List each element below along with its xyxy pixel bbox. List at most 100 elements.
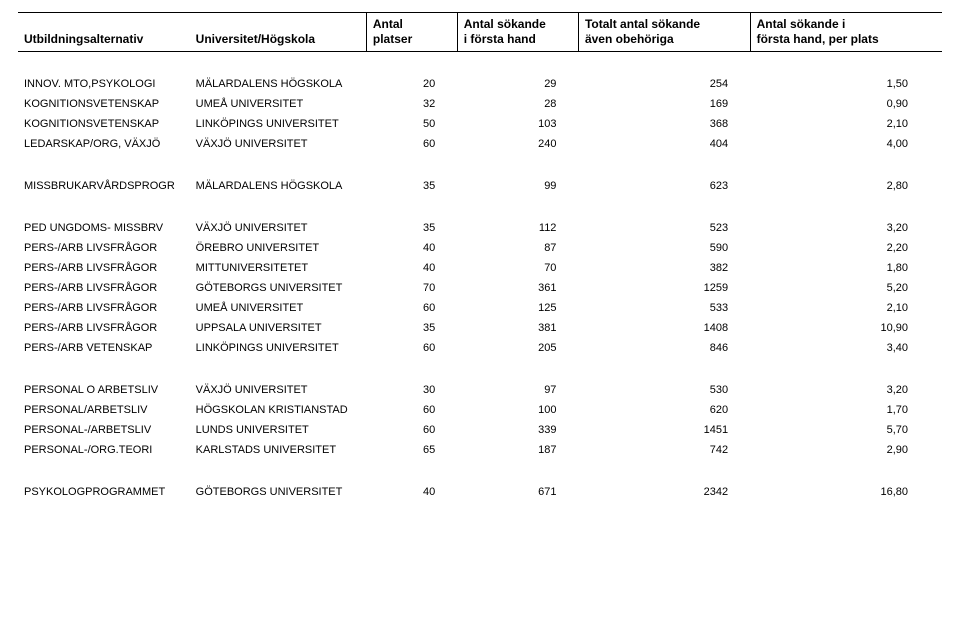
cell-sokandeTot: 523 bbox=[578, 218, 750, 238]
table-row: PERS-/ARB LIVSFRÅGORÖREBRO UNIVERSITET40… bbox=[18, 238, 942, 258]
cell-platser: 40 bbox=[366, 238, 457, 258]
cell-perPlats: 3,40 bbox=[750, 338, 942, 358]
table-row: MISSBRUKARVÅRDSPROGRMÄLARDALENS HÖGSKOLA… bbox=[18, 176, 942, 196]
cell-perPlats: 2,10 bbox=[750, 114, 942, 134]
cell-prog: PERSONAL-/ORG.TEORI bbox=[18, 440, 190, 460]
table-row: PERS-/ARB LIVSFRÅGORMITTUNIVERSITETET407… bbox=[18, 258, 942, 278]
cell-uni: LUNDS UNIVERSITET bbox=[190, 420, 367, 440]
cell-prog: INNOV. MTO,PSYKOLOGI bbox=[18, 74, 190, 94]
cell-sokande1: 187 bbox=[457, 440, 578, 460]
cell-sokandeTot: 1259 bbox=[578, 278, 750, 298]
table-row: PERS-/ARB LIVSFRÅGORGÖTEBORGS UNIVERSITE… bbox=[18, 278, 942, 298]
data-table: Utbildningsalternativ Universitet/Högsko… bbox=[18, 12, 942, 502]
cell-sokande1: 240 bbox=[457, 134, 578, 154]
cell-prog: PERS-/ARB VETENSKAP bbox=[18, 338, 190, 358]
header-sokande-forsta: Antal sökandei första hand bbox=[457, 13, 578, 52]
cell-perPlats: 2,10 bbox=[750, 298, 942, 318]
cell-prog: PERS-/ARB LIVSFRÅGOR bbox=[18, 258, 190, 278]
table-row: KOGNITIONSVETENSKAPLINKÖPINGS UNIVERSITE… bbox=[18, 114, 942, 134]
cell-sokande1: 339 bbox=[457, 420, 578, 440]
cell-perPlats: 1,80 bbox=[750, 258, 942, 278]
cell-sokandeTot: 254 bbox=[578, 74, 750, 94]
cell-sokande1: 99 bbox=[457, 176, 578, 196]
table-row: KOGNITIONSVETENSKAPUMEÅ UNIVERSITET32281… bbox=[18, 94, 942, 114]
cell-perPlats: 1,50 bbox=[750, 74, 942, 94]
table-row: PERS-/ARB VETENSKAPLINKÖPINGS UNIVERSITE… bbox=[18, 338, 942, 358]
cell-sokandeTot: 368 bbox=[578, 114, 750, 134]
cell-prog: MISSBRUKARVÅRDSPROGR bbox=[18, 176, 190, 196]
header-per-plats: Antal sökande iförsta hand, per plats bbox=[750, 13, 942, 52]
cell-uni: VÄXJÖ UNIVERSITET bbox=[190, 134, 367, 154]
cell-prog: PERS-/ARB LIVSFRÅGOR bbox=[18, 278, 190, 298]
cell-sokande1: 361 bbox=[457, 278, 578, 298]
cell-sokande1: 97 bbox=[457, 380, 578, 400]
cell-perPlats: 5,20 bbox=[750, 278, 942, 298]
table-row: PERS-/ARB LIVSFRÅGORUPPSALA UNIVERSITET3… bbox=[18, 318, 942, 338]
header-universitet: Universitet/Högskola bbox=[190, 13, 367, 52]
cell-sokande1: 103 bbox=[457, 114, 578, 134]
cell-prog: KOGNITIONSVETENSKAP bbox=[18, 114, 190, 134]
cell-platser: 32 bbox=[366, 94, 457, 114]
cell-platser: 70 bbox=[366, 278, 457, 298]
cell-uni: VÄXJÖ UNIVERSITET bbox=[190, 218, 367, 238]
table-row: PERSONAL/ARBETSLIVHÖGSKOLAN KRISTIANSTAD… bbox=[18, 400, 942, 420]
table-row: INNOV. MTO,PSYKOLOGIMÄLARDALENS HÖGSKOLA… bbox=[18, 74, 942, 94]
row-gap bbox=[18, 196, 942, 218]
cell-sokandeTot: 846 bbox=[578, 338, 750, 358]
header-sokande-total: Totalt antal sökandeäven obehöriga bbox=[578, 13, 750, 52]
cell-uni: MÄLARDALENS HÖGSKOLA bbox=[190, 176, 367, 196]
cell-sokande1: 205 bbox=[457, 338, 578, 358]
cell-perPlats: 3,20 bbox=[750, 218, 942, 238]
cell-uni: MÄLARDALENS HÖGSKOLA bbox=[190, 74, 367, 94]
cell-prog: LEDARSKAP/ORG, VÄXJÖ bbox=[18, 134, 190, 154]
cell-platser: 60 bbox=[366, 400, 457, 420]
table-row: PERSONAL-/ORG.TEORIKARLSTADS UNIVERSITET… bbox=[18, 440, 942, 460]
cell-sokandeTot: 1451 bbox=[578, 420, 750, 440]
cell-perPlats: 2,80 bbox=[750, 176, 942, 196]
cell-uni: MITTUNIVERSITETET bbox=[190, 258, 367, 278]
cell-platser: 65 bbox=[366, 440, 457, 460]
cell-sokandeTot: 623 bbox=[578, 176, 750, 196]
cell-sokande1: 112 bbox=[457, 218, 578, 238]
cell-prog: PERS-/ARB LIVSFRÅGOR bbox=[18, 298, 190, 318]
cell-platser: 60 bbox=[366, 298, 457, 318]
table-header: Utbildningsalternativ Universitet/Högsko… bbox=[18, 13, 942, 52]
table-row: LEDARSKAP/ORG, VÄXJÖVÄXJÖ UNIVERSITET602… bbox=[18, 134, 942, 154]
cell-sokandeTot: 169 bbox=[578, 94, 750, 114]
cell-sokandeTot: 382 bbox=[578, 258, 750, 278]
cell-platser: 40 bbox=[366, 482, 457, 502]
cell-platser: 30 bbox=[366, 380, 457, 400]
cell-perPlats: 0,90 bbox=[750, 94, 942, 114]
cell-uni: UPPSALA UNIVERSITET bbox=[190, 318, 367, 338]
header-utbildning: Utbildningsalternativ bbox=[18, 13, 190, 52]
cell-prog: PERSONAL-/ARBETSLIV bbox=[18, 420, 190, 440]
cell-sokandeTot: 533 bbox=[578, 298, 750, 318]
cell-uni: UMEÅ UNIVERSITET bbox=[190, 298, 367, 318]
table-row: PSYKOLOGPROGRAMMETGÖTEBORGS UNIVERSITET4… bbox=[18, 482, 942, 502]
cell-perPlats: 2,20 bbox=[750, 238, 942, 258]
table-row: PERSONAL-/ARBETSLIVLUNDS UNIVERSITET6033… bbox=[18, 420, 942, 440]
cell-prog: PERS-/ARB LIVSFRÅGOR bbox=[18, 318, 190, 338]
cell-uni: GÖTEBORGS UNIVERSITET bbox=[190, 482, 367, 502]
row-gap bbox=[18, 358, 942, 380]
header-platser: Antalplatser bbox=[366, 13, 457, 52]
cell-platser: 60 bbox=[366, 420, 457, 440]
cell-platser: 20 bbox=[366, 74, 457, 94]
cell-uni: LINKÖPINGS UNIVERSITET bbox=[190, 338, 367, 358]
cell-perPlats: 10,90 bbox=[750, 318, 942, 338]
cell-sokandeTot: 404 bbox=[578, 134, 750, 154]
cell-prog: PERS-/ARB LIVSFRÅGOR bbox=[18, 238, 190, 258]
cell-perPlats: 16,80 bbox=[750, 482, 942, 502]
cell-perPlats: 3,20 bbox=[750, 380, 942, 400]
cell-platser: 50 bbox=[366, 114, 457, 134]
cell-uni: GÖTEBORGS UNIVERSITET bbox=[190, 278, 367, 298]
cell-sokande1: 671 bbox=[457, 482, 578, 502]
cell-platser: 60 bbox=[366, 338, 457, 358]
cell-platser: 60 bbox=[366, 134, 457, 154]
cell-sokandeTot: 1408 bbox=[578, 318, 750, 338]
table-row: PED UNGDOMS- MISSBRVVÄXJÖ UNIVERSITET351… bbox=[18, 218, 942, 238]
cell-sokande1: 125 bbox=[457, 298, 578, 318]
row-gap bbox=[18, 460, 942, 482]
cell-uni: VÄXJÖ UNIVERSITET bbox=[190, 380, 367, 400]
cell-sokande1: 29 bbox=[457, 74, 578, 94]
